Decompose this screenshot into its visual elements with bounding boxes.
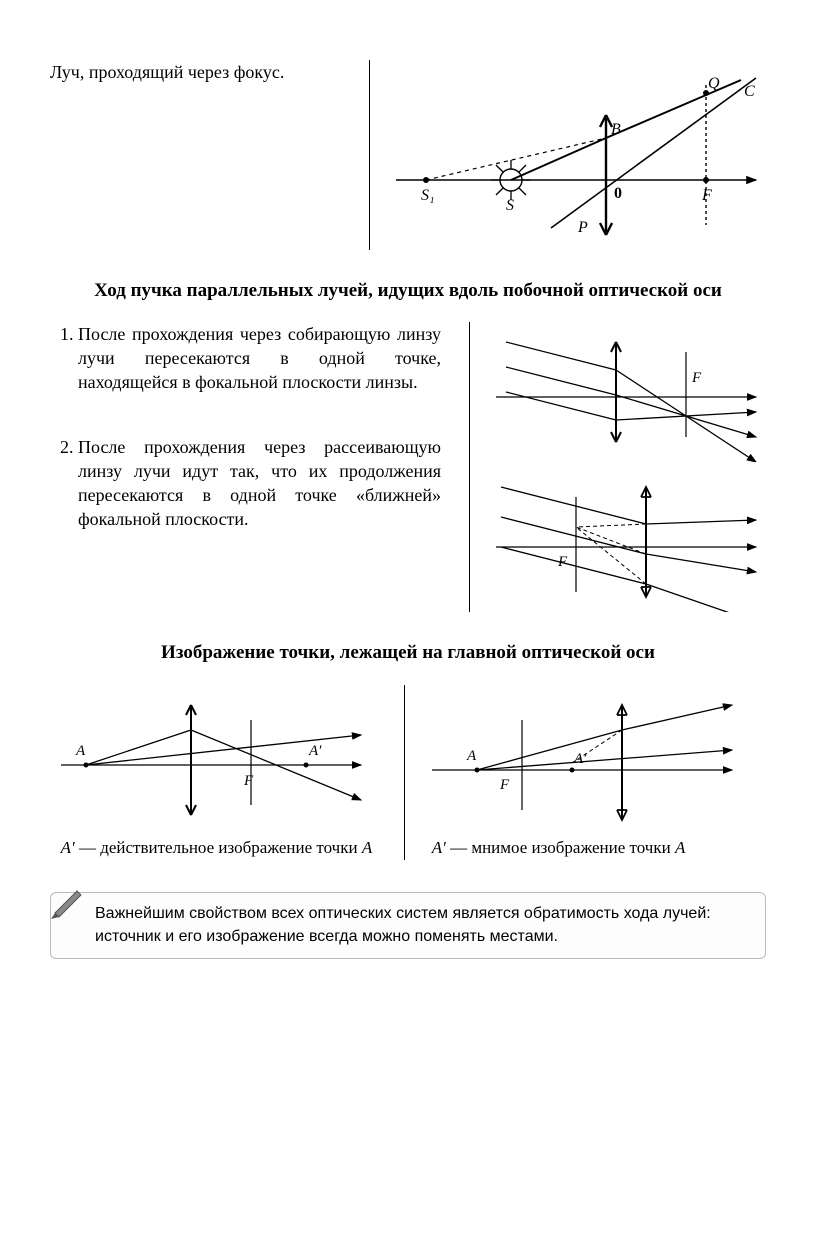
label-F: F [701,187,712,204]
label-Q: Q [708,75,720,92]
caption-left-Ap: A′ [61,838,75,857]
callout-box: Важнейшим свойством всех оптических сист… [50,892,766,959]
diagram-virtual-image: A A′ F [422,685,742,825]
section3-right: A A′ F A′ — мнимое изображение точки A [422,685,766,860]
caption-right: A′ — мнимое изображение точки A [422,837,766,860]
section3-title: Изображение точки, лежащей на главной оп… [50,640,766,666]
label-S: S [506,197,514,214]
vertical-divider [404,685,405,860]
label-O: 0 [614,185,622,202]
vertical-divider [469,322,470,612]
label-C: C [744,83,755,100]
section-focus-ray: Луч, проходящий через фокус. [50,60,766,250]
caption-left-A: A [362,838,372,857]
section2-text-col: После прохождения через собирающую линзу… [50,322,461,572]
caption-right-A: A [675,838,685,857]
diagram-diverging: F [486,462,766,612]
label-F: F [557,554,568,570]
caption-right-Ap: A′ [432,838,446,857]
section3-pair: A A′ F A′ — действительное изображение т… [50,685,766,860]
section2-row: После прохождения через собирающую линзу… [50,322,766,612]
label-F: F [499,777,510,793]
focus-ray-caption: Луч, проходящий через фокус. [50,60,341,84]
section3-left: A A′ F A′ — действительное изображение т… [51,685,395,860]
caption-left-body: — действительное изображение точки [75,838,362,857]
focus-ray-figure: S₁ S B 0 P F Q C [386,60,766,250]
section2-item-1: После прохождения через собирающую линзу… [78,322,441,395]
section2-item-2: После прохождения через рассеивающую лин… [78,435,441,532]
callout-text: Важнейшим свойством всех оптических сист… [95,905,711,944]
label-B: B [611,121,621,138]
label-A: A [466,748,477,764]
label-F: F [691,370,702,386]
section2-title: Ход пучка параллельных лучей, идущих вдо… [50,278,766,304]
label-S1: S₁ [421,187,435,204]
section2-figs: F [486,322,766,612]
label-A: A [75,743,86,759]
section2-list: После прохождения через собирающую линзу… [50,322,441,532]
caption-right-body: — мнимое изображение точки [446,838,675,857]
vertical-divider [369,60,370,250]
pencil-icon [49,879,89,919]
label-F: F [243,773,254,789]
caption-left: A′ — действительное изображение точки A [51,837,395,860]
label-Ap: A′ [573,751,587,767]
label-Ap: A′ [308,743,322,759]
diagram-converging: F [486,322,766,462]
diagram-real-image: A A′ F [51,685,371,825]
label-P: P [577,219,588,236]
focus-ray-caption-col: Луч, проходящий через фокус. [50,60,361,84]
